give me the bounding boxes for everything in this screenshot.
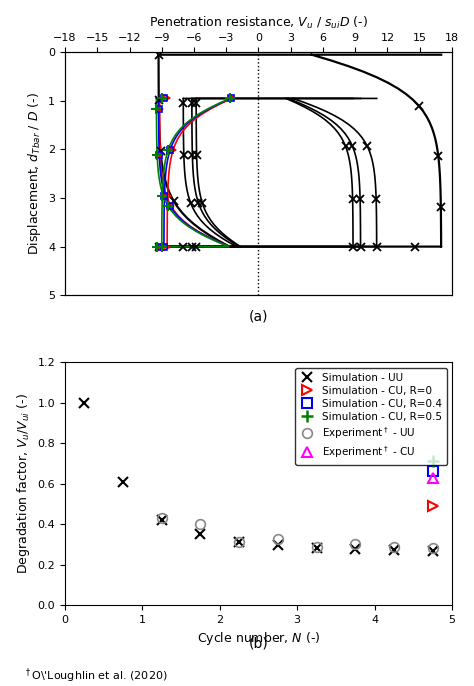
Text: (a): (a): [249, 310, 268, 324]
X-axis label: Penetration resistance, $V_u$ / $s_{ui}D$ (-): Penetration resistance, $V_u$ / $s_{ui}D…: [149, 15, 368, 31]
Y-axis label: Degradation factor, $V_u/V_{ui}$ (-): Degradation factor, $V_u/V_{ui}$ (-): [15, 393, 32, 574]
X-axis label: Cycle number, $N$ (-): Cycle number, $N$ (-): [197, 630, 320, 648]
Text: $^\dagger$O\'Loughlin et al. (2020): $^\dagger$O\'Loughlin et al. (2020): [24, 666, 167, 685]
Text: (b): (b): [248, 637, 268, 651]
Y-axis label: Displacement, $d_{Tbar}$ / $D$ (-): Displacement, $d_{Tbar}$ / $D$ (-): [26, 92, 43, 255]
Legend: Simulation - UU, Simulation - CU, R=0, Simulation - CU, R=0.4, Simulation - CU, : Simulation - UU, Simulation - CU, R=0, S…: [295, 368, 447, 465]
